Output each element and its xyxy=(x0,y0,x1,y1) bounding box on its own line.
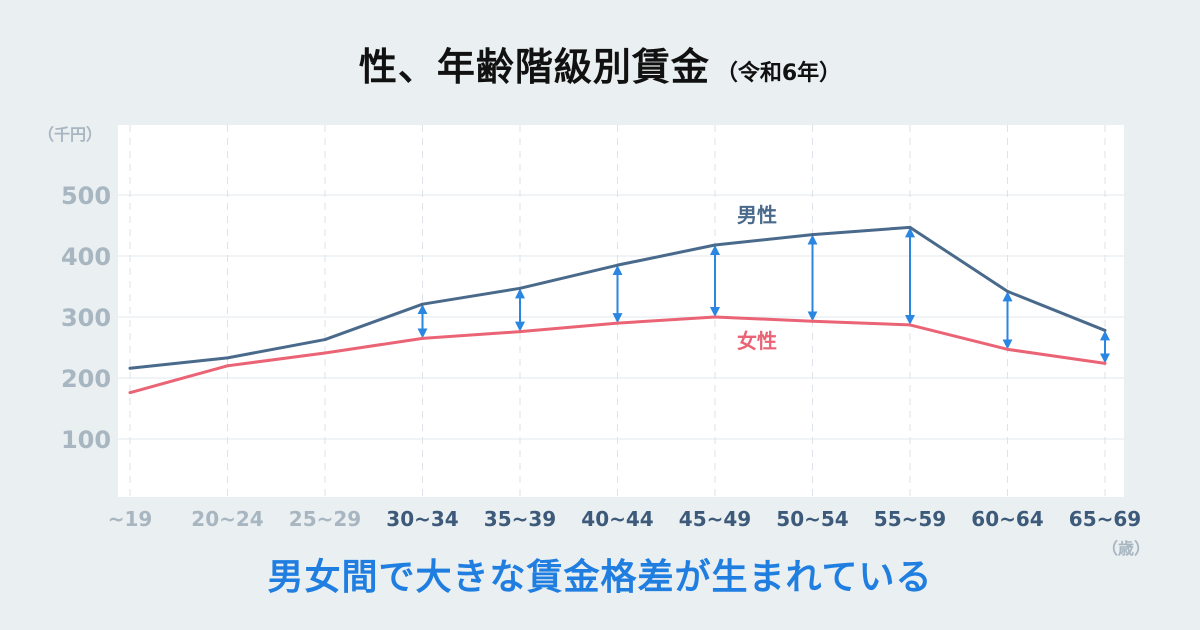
chart-title: 性、年齢階級別賃金 xyxy=(358,45,710,89)
y-unit-label: （千円） xyxy=(38,125,102,144)
data-point xyxy=(421,336,424,340)
data-point xyxy=(1103,361,1107,365)
data-point xyxy=(713,243,717,247)
data-point xyxy=(421,302,424,306)
data-point xyxy=(908,323,912,327)
x-tick-label: 50~54 xyxy=(776,507,848,531)
series-label-male: 男性 xyxy=(737,203,777,227)
gap-arrows xyxy=(417,227,1110,364)
data-point xyxy=(518,330,522,334)
data-point xyxy=(226,364,229,368)
data-point xyxy=(1006,347,1009,351)
x-tick-label: 35~39 xyxy=(484,507,556,531)
y-tick-label: 200 xyxy=(61,365,111,393)
x-tick-label: 55~59 xyxy=(874,507,946,531)
data-point xyxy=(1103,328,1107,332)
chart-subtitle: （令和6年） xyxy=(715,61,842,86)
data-point xyxy=(811,319,814,323)
data-point xyxy=(226,356,229,360)
y-tick-label: 100 xyxy=(61,426,111,454)
y-tick-label: 500 xyxy=(61,182,111,210)
x-unit-label: （歳） xyxy=(1102,539,1150,558)
y-tick-label: 300 xyxy=(61,304,111,332)
data-point xyxy=(616,263,619,267)
x-tick-label: 25~29 xyxy=(289,507,361,531)
x-tick-label: 60~64 xyxy=(971,507,1043,531)
chart-title-block: 性、年齢階級別賃金 （令和6年） xyxy=(0,36,1200,91)
data-point xyxy=(323,338,327,342)
data-point xyxy=(616,321,619,325)
series-label-female: 女性 xyxy=(737,329,777,353)
x-tick-label: 45~49 xyxy=(679,507,751,531)
data-point xyxy=(518,286,522,290)
x-tick-label: 20~24 xyxy=(191,507,263,531)
y-axis: 100 200 300 400 500 xyxy=(61,182,111,454)
x-tick-label: ~19 xyxy=(108,507,153,531)
x-axis: ~19 20~24 25~29 30~34 35~39 40~44 45~49 50~54 55… xyxy=(108,507,1142,531)
caption: 男女間で大きな賃金格差が生まれている xyxy=(267,557,933,598)
data-point xyxy=(908,225,912,229)
x-tick-label: 30~34 xyxy=(386,507,458,531)
y-tick-label: 400 xyxy=(61,243,111,271)
data-point xyxy=(1006,289,1009,293)
data-point xyxy=(323,351,327,355)
x-tick-label: 40~44 xyxy=(581,507,653,531)
data-point xyxy=(128,366,132,370)
data-point xyxy=(811,233,814,237)
data-point xyxy=(713,315,717,319)
data-point xyxy=(128,391,132,395)
series-lines xyxy=(128,225,1107,395)
plot-area xyxy=(118,125,1124,497)
x-tick-label: 65~69 xyxy=(1069,507,1141,531)
